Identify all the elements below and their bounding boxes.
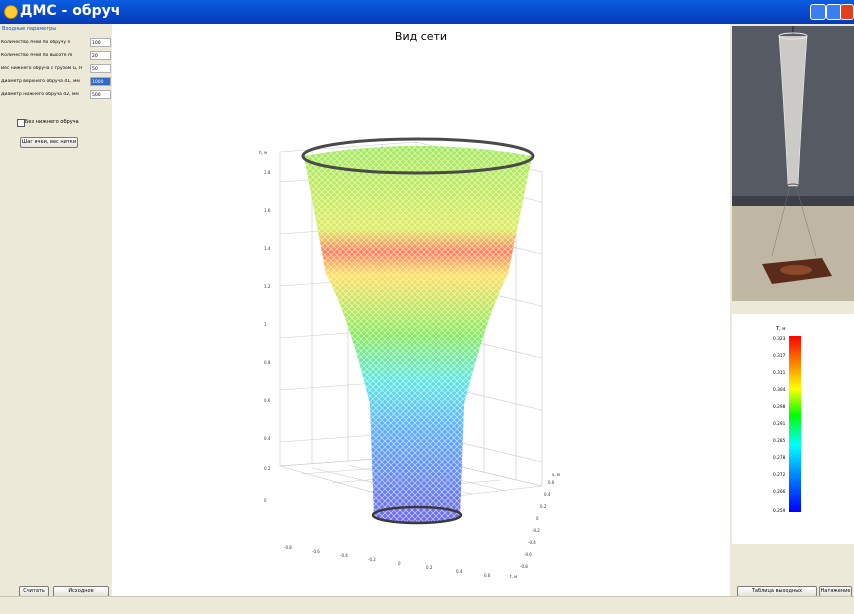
param-row: Количество ячей по высоте m 20 — [0, 51, 112, 61]
z-tick: 1.8 — [264, 170, 271, 175]
y-tick: -0.2 — [532, 528, 540, 533]
x-tick: -0.6 — [312, 549, 320, 554]
z-tick: 1.4 — [264, 246, 271, 251]
z-tick: 0.8 — [264, 360, 271, 365]
input-params-label: Входные параметры — [2, 26, 57, 32]
param-row: Диаметр нижнего обруча d2, мм 500 — [0, 90, 112, 100]
top-hoop — [301, 137, 535, 175]
colorbar-tick: 0.311 — [773, 370, 786, 376]
colorbar-panel: T, н 0.323 0.317 0.311 0.304 0.298 0.291… — [732, 314, 854, 544]
x-tick: 0 — [398, 561, 401, 566]
param-label: Диаметр нижнего обруча d2, мм — [1, 92, 79, 97]
colorbar — [789, 336, 801, 512]
mesh-step-button[interactable]: Шаг ячеи, вес нитки — [20, 137, 78, 148]
colorbar-ticks: 0.323 0.317 0.311 0.304 0.298 0.291 0.28… — [773, 336, 786, 514]
param-row: Количество ячей по обручу n 100 — [0, 38, 112, 48]
x-tick: 0.6 — [484, 573, 491, 578]
chart-title: Вид сети — [394, 30, 448, 43]
x-tick: 0.4 — [456, 569, 463, 574]
param-input[interactable]: 50 — [90, 64, 111, 73]
checkbox-label: Без нижнего обруча — [25, 119, 79, 125]
z-axis-title: h, м — [259, 150, 267, 155]
no-bottom-hoop-checkbox[interactable] — [17, 119, 25, 127]
close-icon[interactable] — [840, 4, 854, 20]
minimize-icon[interactable] — [810, 4, 826, 20]
param-label: Вес нижнего обруча с грузом G, Н — [1, 66, 83, 71]
colorbar-title: T, н — [775, 326, 786, 332]
colorbar-tick: 0.323 — [773, 336, 786, 342]
y-axis-title: x, м — [552, 472, 560, 477]
y-tick: -0.8 — [520, 564, 528, 569]
x-tick: -0.8 — [284, 545, 292, 550]
param-label: Диаметр верхнего обруча d1, мм — [1, 79, 80, 84]
param-row: Диаметр верхнего обруча d1, мм 1000 — [0, 77, 112, 87]
colorbar-tick: 0.298 — [773, 404, 786, 410]
z-axis-ticks: h, м 1.8 1.6 1.4 1.2 1 0.8 0.6 0.4 0.2 0 — [259, 150, 271, 503]
param-label: Количество ячей по высоте m — [1, 53, 73, 58]
y-tick: 0.4 — [544, 492, 551, 497]
left-panel: Входные параметры Количество ячей по обр… — [0, 24, 112, 603]
colorbar-tick: 0.285 — [773, 438, 786, 444]
right-panel: T, н 0.323 0.317 0.311 0.304 0.298 0.291… — [730, 24, 854, 603]
param-row: Вес нижнего обруча с грузом G, Н 50 — [0, 64, 112, 74]
app-icon — [4, 5, 18, 19]
colorbar-tick: 0.278 — [773, 455, 786, 461]
x-tick: -0.4 — [340, 553, 348, 558]
experiment-photo — [732, 26, 854, 301]
y-tick: -0.4 — [528, 540, 536, 545]
title-bar: ДМС - обруч — [0, 0, 854, 24]
y-axis-ticks: x, м 0.6 0.4 0.2 0 -0.2 -0.4 -0.6 -0.8 — [520, 472, 560, 569]
colorbar-tick: 0.291 — [773, 421, 786, 427]
chart-area[interactable]: Вид сети — [112, 24, 730, 596]
colorbar-tick: 0.259 — [773, 508, 786, 514]
y-tick: -0.6 — [524, 552, 532, 557]
x-axis-title: t, м — [510, 574, 517, 579]
status-bar — [0, 596, 854, 614]
z-tick: 1.6 — [264, 208, 271, 213]
y-tick: 0.6 — [548, 480, 555, 485]
z-tick: 0 — [264, 498, 267, 503]
z-tick: 0.4 — [264, 436, 271, 441]
x-tick: -0.2 — [368, 557, 376, 562]
param-input[interactable]: 100 — [90, 38, 111, 47]
z-tick: 0.2 — [264, 466, 271, 471]
colorbar-tick: 0.304 — [773, 387, 786, 393]
param-input[interactable]: 500 — [90, 90, 111, 99]
z-tick: 1.2 — [264, 284, 271, 289]
z-tick: 0.6 — [264, 398, 271, 403]
y-tick: 0 — [536, 516, 539, 521]
z-tick: 1 — [264, 322, 267, 327]
y-tick: 0.2 — [540, 504, 547, 509]
colorbar-tick: 0.272 — [773, 472, 786, 478]
bottom-hoop — [371, 505, 463, 525]
param-input[interactable]: 20 — [90, 51, 111, 60]
x-tick: 0.2 — [426, 565, 433, 570]
x-axis-ticks: -0.8 -0.6 -0.4 -0.2 0 0.2 0.4 0.6 t, м — [284, 545, 517, 579]
colorbar-tick: 0.317 — [773, 353, 786, 359]
colorbar-tick: 0.266 — [773, 489, 786, 495]
param-label: Количество ячей по обручу n — [1, 40, 71, 45]
window-title: ДМС - обруч — [20, 3, 121, 19]
param-input[interactable]: 1000 — [90, 77, 111, 86]
net-3d-plot[interactable]: h, м 1.8 1.6 1.4 1.2 1 0.8 0.6 0.4 0.2 0… — [112, 24, 730, 596]
